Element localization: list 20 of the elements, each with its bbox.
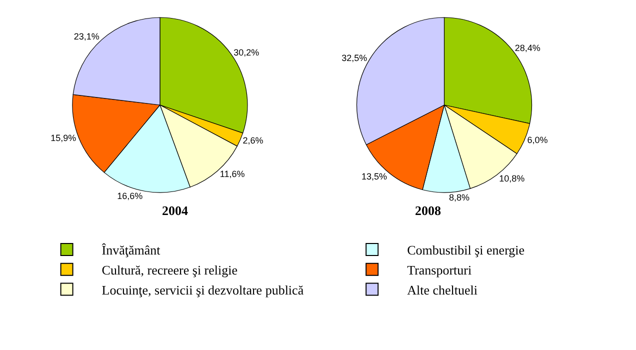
data-label: 10,8% <box>499 173 525 184</box>
data-label: 8,8% <box>448 192 470 202</box>
data-label: 30,2% <box>234 47 260 58</box>
slice-label: 2004 <box>162 203 188 218</box>
data-label: 32,5% <box>342 52 368 63</box>
legend-label: Alte cheltueli <box>407 282 478 298</box>
data-label: 11,6% <box>220 168 245 179</box>
legend-label: Locuinţe, servicii şi dezvoltare publică <box>102 282 304 298</box>
legend-label: Transporturi <box>407 262 472 278</box>
slice-label: 2008 <box>415 203 442 218</box>
data-label: 23,1% <box>74 32 100 42</box>
data-label: 6,0% <box>527 135 548 146</box>
data-label: 2,6% <box>242 136 264 146</box>
legend-label: Învăţământ <box>102 242 161 258</box>
data-label: 13,5% <box>362 171 388 182</box>
legend-label: Cultură, recreere şi religie <box>102 262 238 278</box>
legend-label: Combustibil şi energie <box>407 242 525 258</box>
data-label: 28,4% <box>514 43 540 54</box>
data-label: 15,9% <box>50 133 76 144</box>
data-label: 16,6% <box>117 191 143 202</box>
